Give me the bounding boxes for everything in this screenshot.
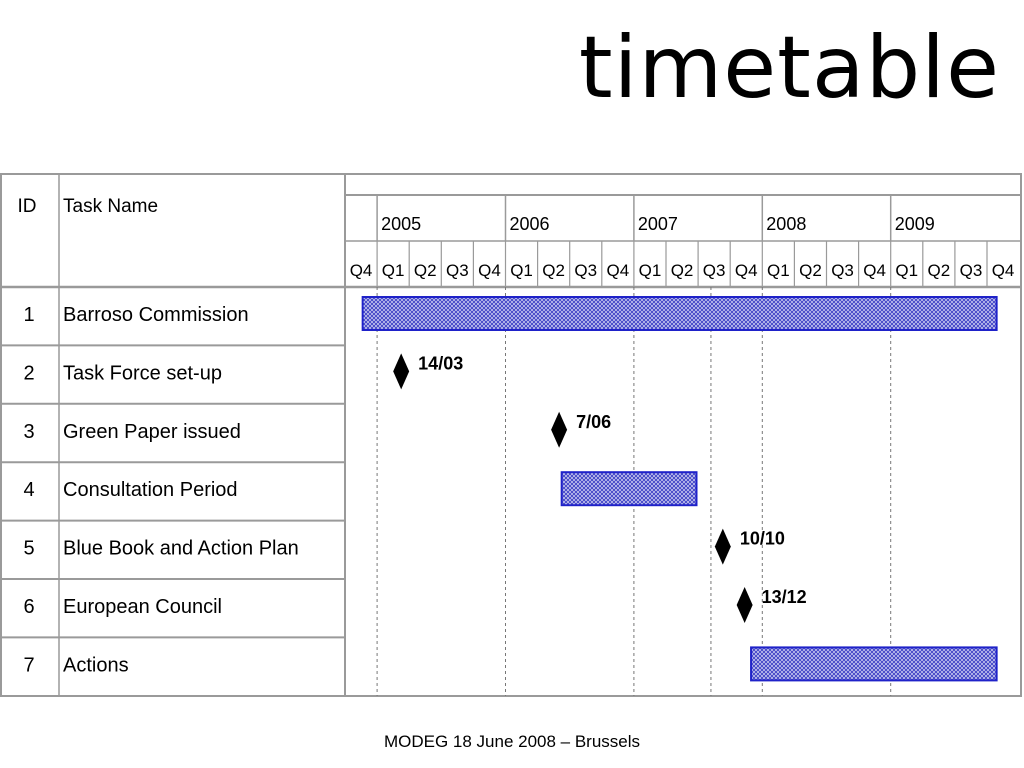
task-bar xyxy=(750,646,998,682)
slide-title: timetable xyxy=(578,18,1000,118)
quarter-label: Q4 xyxy=(992,261,1015,280)
gantt-marks: 14/03 7/06 10/10 13/12 xyxy=(361,296,998,682)
milestone-diamond xyxy=(551,411,568,448)
milestone-date-label: 10/10 xyxy=(740,529,785,549)
quarter-label: Q2 xyxy=(799,261,822,280)
quarter-label: Q1 xyxy=(510,261,533,280)
task-name: Barroso Commission xyxy=(63,304,249,326)
task-id: 4 xyxy=(23,479,34,501)
task-id: 6 xyxy=(23,596,34,618)
task-bar xyxy=(560,471,698,507)
milestone-diamond xyxy=(714,528,731,565)
quarter-label: Q3 xyxy=(831,261,854,280)
quarter-label: Q2 xyxy=(542,261,565,280)
quarter-label: Q2 xyxy=(671,261,694,280)
quarter-label: Q1 xyxy=(767,261,790,280)
task-name: Green Paper issued xyxy=(63,421,241,443)
id-column-header: ID xyxy=(18,196,37,217)
quarter-label: Q1 xyxy=(895,261,918,280)
quarter-label: Q4 xyxy=(478,261,501,280)
task-name-column-header: Task Name xyxy=(63,196,158,217)
task-id: 3 xyxy=(23,421,34,443)
year-label: 2006 xyxy=(510,214,550,234)
task-id: 5 xyxy=(23,538,34,560)
task-name: European Council xyxy=(63,596,222,618)
year-label: 2009 xyxy=(895,214,935,234)
task-id: 7 xyxy=(23,654,34,676)
task-name: Actions xyxy=(63,654,129,676)
task-rows: 1 Barroso Commission 2 Task Force set-up 3 Gr… xyxy=(0,304,345,676)
milestone-diamond xyxy=(393,353,410,390)
milestone-date-label: 7/06 xyxy=(576,412,611,432)
quarter-label: Q3 xyxy=(574,261,597,280)
task-name: Consultation Period xyxy=(63,479,238,501)
task-name: Blue Book and Action Plan xyxy=(63,538,299,560)
quarter-label: Q1 xyxy=(382,261,405,280)
task-bar xyxy=(361,296,998,331)
milestone-date-label: 14/03 xyxy=(418,353,463,373)
year-label: 2008 xyxy=(766,214,806,234)
quarter-label: Q3 xyxy=(960,261,983,280)
quarter-label: Q1 xyxy=(639,261,662,280)
milestone-diamond xyxy=(736,587,753,623)
year-label: 2007 xyxy=(638,214,678,234)
quarter-label: Q3 xyxy=(446,261,469,280)
quarter-label: Q4 xyxy=(735,261,758,280)
table-border xyxy=(0,173,1022,697)
footer-text: MODEG 18 June 2008 – Brussels xyxy=(383,732,641,751)
quarter-label: Q2 xyxy=(928,261,951,280)
quarter-label: Q2 xyxy=(414,261,437,280)
milestone-date-label: 13/12 xyxy=(762,587,807,607)
task-name: Task Force set-up xyxy=(63,362,222,384)
year-label: 2005 xyxy=(381,214,421,234)
task-id: 1 xyxy=(23,304,34,326)
table-frame xyxy=(0,173,1022,697)
quarter-label: Q4 xyxy=(607,261,630,280)
quarter-label: Q4 xyxy=(863,261,886,280)
task-id: 2 xyxy=(23,362,34,384)
quarter-label: Q4 xyxy=(350,261,373,280)
quarter-label: Q3 xyxy=(703,261,726,280)
table-header: ID Task Name 2005 2006 2007 2008 2009 Q4 Q1 Q2 Q3 Q… xyxy=(18,195,1015,287)
